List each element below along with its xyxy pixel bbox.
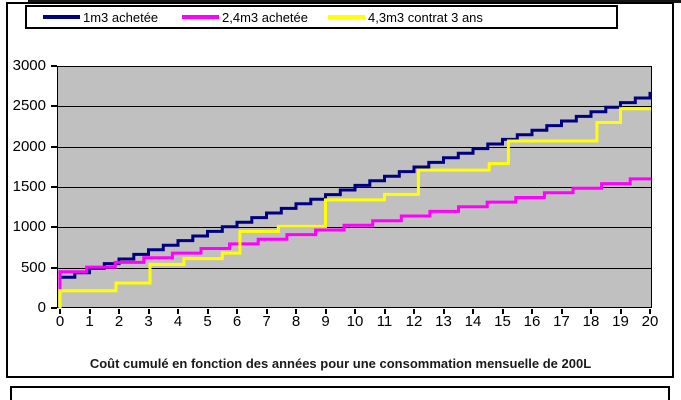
x-axis-tick [206, 309, 209, 314]
legend-label: 2,4m3 achetée [222, 9, 309, 25]
plot-border [57, 66, 652, 308]
legend-label: 1m3 achetée [83, 9, 159, 25]
x-axis-tick [177, 309, 179, 314]
x-axis-label: 20 [641, 313, 659, 330]
y-axis-tick [51, 307, 57, 309]
x-axis-tick [413, 309, 415, 314]
chart-title: Coût cumulé en fonction des années pour … [89, 356, 592, 371]
y-axis-label: 1500 [12, 178, 46, 195]
legend-label: 4,3m3 contrat 3 ans [368, 9, 483, 25]
x-axis-tick [442, 309, 445, 314]
legend-item-1m3[interactable]: 1m3 achetée [43, 7, 158, 27]
x-axis-label: 14 [464, 313, 482, 330]
x-axis-label: 17 [553, 313, 570, 330]
x-axis-tick [501, 309, 504, 314]
y-axis-label: 0 [37, 299, 46, 316]
legend-line-swatch-navy [43, 15, 80, 19]
y-axis-tick [51, 145, 57, 148]
series-line-2 [58, 107, 651, 308]
legend-item-4-3m3[interactable]: 4,3m3 contrat 3 ans [328, 7, 483, 27]
x-axis-label: 2 [114, 313, 124, 330]
y-axis-label: 2500 [12, 97, 46, 115]
series-line-0 [58, 91, 652, 308]
x-axis-label: 15 [494, 313, 511, 330]
x-axis-label: 11 [376, 313, 393, 330]
x-axis-label: 7 [262, 313, 271, 330]
x-axis-tick [649, 309, 651, 314]
y-axis-label: 1000 [12, 218, 46, 236]
x-axis-label: 3 [144, 313, 153, 330]
legend-line-swatch-yellow [328, 15, 365, 19]
x-axis-label: 6 [232, 313, 242, 330]
legend-item-2-4m3[interactable]: 2,4m3 achetée [182, 7, 308, 27]
y-axis-label: 3000 [12, 57, 46, 74]
x-axis-label: 9 [321, 313, 330, 330]
plot-canvas [57, 66, 652, 308]
y-axis-tick [51, 105, 57, 108]
x-axis-tick [324, 309, 327, 314]
x-axis-tick [560, 309, 563, 314]
x-axis-label: 10 [346, 313, 364, 330]
x-axis-tick [531, 309, 533, 314]
x-axis-label: 5 [203, 313, 212, 330]
x-axis-tick [354, 309, 356, 314]
series-line-1 [58, 177, 651, 308]
x-axis-tick [383, 309, 386, 314]
y-axis-tick [51, 186, 57, 188]
x-axis-tick [118, 309, 120, 314]
x-axis-label: 4 [173, 313, 183, 330]
x-axis-label: 1 [85, 313, 94, 330]
x-axis-tick [236, 309, 238, 314]
x-axis-tick [590, 309, 592, 314]
x-axis-tick [147, 309, 150, 314]
x-axis-tick [619, 309, 622, 314]
y-axis-label: 2000 [12, 137, 46, 155]
x-axis-label: 13 [435, 313, 452, 330]
y-axis-label: 500 [20, 258, 46, 276]
x-axis-tick [88, 309, 91, 314]
x-axis-tick [265, 309, 268, 314]
x-axis-tick [295, 309, 297, 314]
x-axis-label: 16 [523, 313, 541, 330]
x-axis-label: 18 [582, 313, 600, 330]
y-axis-tick [51, 65, 57, 67]
x-axis-label: 8 [291, 313, 301, 330]
chart-legend: 1m3 achetée 2,4m3 achetée 4,3m3 contrat … [25, 5, 618, 29]
x-axis-tick [59, 309, 61, 314]
bottom-partial-frame [10, 386, 670, 400]
y-axis-tick [51, 266, 57, 269]
gridlines [58, 106, 651, 269]
x-axis-tick [472, 309, 474, 314]
x-axis-label: 12 [405, 313, 423, 330]
y-axis-tick [51, 226, 57, 229]
plot-area[interactable] [57, 66, 652, 308]
x-axis-label: 19 [612, 313, 629, 330]
legend-line-swatch-magenta [182, 15, 219, 19]
top-edge-strip [28, 0, 681, 3]
x-axis-label: 0 [55, 313, 65, 330]
